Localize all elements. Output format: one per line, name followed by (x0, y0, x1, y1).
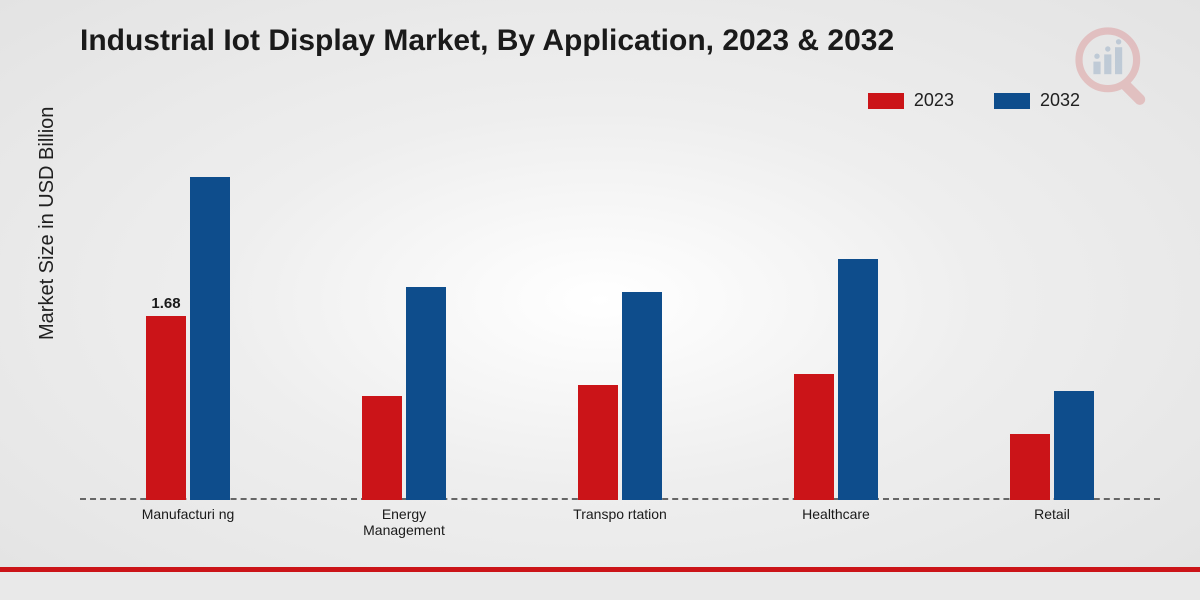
bar (838, 259, 878, 500)
bar-group: Healthcare (776, 150, 896, 500)
bar (622, 292, 662, 500)
legend-label: 2032 (1040, 90, 1080, 111)
bar (1054, 391, 1094, 500)
bar (578, 385, 618, 500)
y-axis-label: Market Size in USD Billion (36, 107, 59, 340)
chart-title: Industrial Iot Display Market, By Applic… (80, 24, 894, 58)
category-label: Retail (992, 506, 1112, 522)
category-label: Healthcare (776, 506, 896, 522)
plot-area: 1.68Manufacturi ng Energy Management Trans… (80, 150, 1160, 500)
brand-logo-icon (1070, 22, 1160, 112)
bar (1010, 434, 1050, 500)
bar (362, 396, 402, 500)
bar-group: Transpo rtation (560, 150, 680, 500)
bar-group: 1.68Manufacturi ng (128, 150, 248, 500)
bar-group: Energy Management (344, 150, 464, 500)
legend-swatch (994, 93, 1030, 109)
bar (794, 374, 834, 500)
legend-label: 2023 (914, 90, 954, 111)
bar (146, 316, 186, 500)
category-label: Energy Management (344, 506, 464, 538)
bar-value-label: 1.68 (136, 295, 196, 312)
bar (190, 177, 230, 500)
legend-item: 2023 (868, 90, 954, 111)
chart-canvas: Industrial Iot Display Market, By Applic… (0, 0, 1200, 600)
bar (406, 287, 446, 500)
footer-band (0, 572, 1200, 600)
legend-item: 2032 (994, 90, 1080, 111)
category-label: Transpo rtation (560, 506, 680, 522)
bar-group: Retail (992, 150, 1112, 500)
category-label: Manufacturi ng (128, 506, 248, 522)
legend-swatch (868, 93, 904, 109)
legend: 2023 2032 (868, 90, 1080, 111)
